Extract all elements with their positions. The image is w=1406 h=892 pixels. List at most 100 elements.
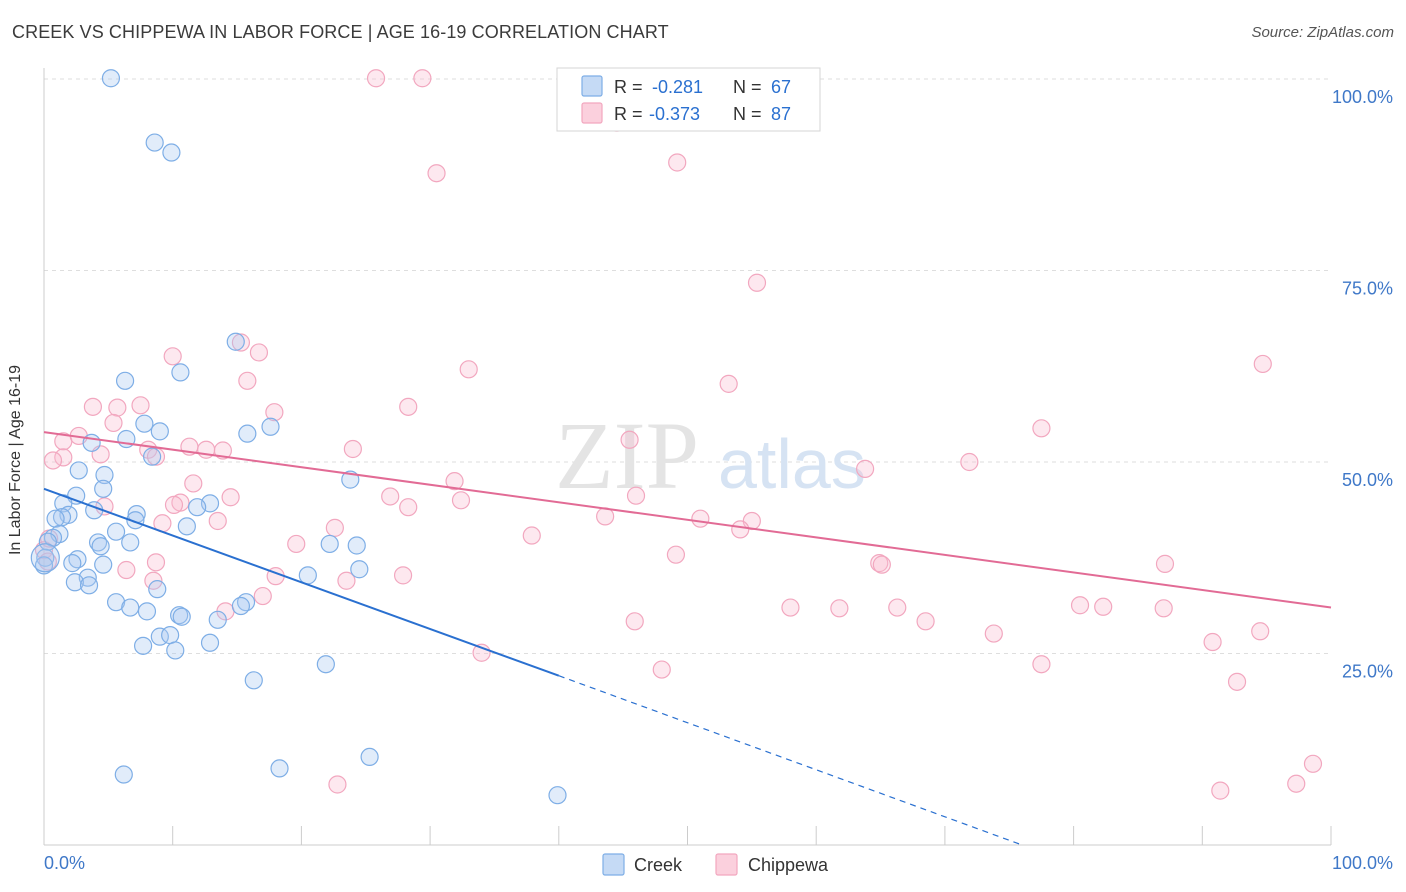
point-chippewa [691, 509, 710, 528]
legend-bottom-swatch-creek [602, 853, 625, 876]
watermark-zip: ZIP [555, 402, 699, 509]
point-chippewa [620, 430, 639, 449]
point-creek [188, 498, 207, 517]
y-tick-label: 100.0% [1332, 87, 1393, 107]
point-creek [231, 596, 251, 616]
legend-r-value-chippewa: -0.373 [649, 104, 700, 124]
point-chippewa [343, 439, 362, 459]
point-creek [114, 765, 133, 784]
point-creek [150, 422, 169, 441]
point-creek [171, 363, 190, 382]
point-creek [238, 424, 257, 443]
point-chippewa [872, 555, 891, 574]
point-creek [244, 671, 263, 690]
point-creek [360, 747, 379, 767]
point-chippewa [54, 448, 73, 467]
point-chippewa [1032, 419, 1051, 438]
point-chippewa [413, 69, 432, 88]
trend-lines [43, 431, 1332, 846]
series-creek-points [30, 69, 567, 805]
point-creek [316, 655, 335, 674]
chart-title: CREEK VS CHIPPEWA IN LABOR FORCE | AGE 1… [12, 22, 669, 42]
point-chippewa [238, 371, 257, 390]
point-creek [94, 479, 113, 498]
point-chippewa [626, 486, 646, 505]
y-tick-label: 50.0% [1342, 470, 1393, 490]
y-tick-labels: 25.0% 50.0% 75.0% 100.0% [1332, 87, 1393, 682]
point-creek [133, 636, 153, 655]
point-chippewa [427, 164, 446, 183]
point-creek [95, 465, 114, 485]
point-chippewa [747, 273, 767, 292]
point-creek [226, 332, 245, 351]
point-chippewa [960, 452, 979, 472]
point-chippewa [95, 497, 114, 516]
point-creek [30, 543, 60, 573]
point-chippewa [445, 472, 464, 491]
legend-r-label-creek: R = [614, 77, 643, 97]
point-creek [121, 533, 140, 552]
point-chippewa [1070, 596, 1090, 615]
point-chippewa [1154, 599, 1173, 618]
point-creek [115, 371, 135, 390]
point-chippewa [265, 403, 284, 422]
point-creek [34, 556, 54, 575]
point-chippewa [117, 560, 136, 580]
point-creek [94, 555, 113, 574]
point-creek [161, 626, 180, 645]
point-chippewa [459, 360, 478, 379]
point-creek [548, 786, 567, 805]
point-chippewa [43, 451, 63, 470]
point-chippewa [856, 459, 875, 478]
source-label: Source: ZipAtlas.com [1251, 24, 1394, 41]
point-chippewa [1155, 554, 1175, 573]
legend-bottom-label-creek: Creek [634, 855, 683, 875]
point-creek [106, 593, 126, 612]
point-creek [143, 447, 162, 466]
point-chippewa [34, 540, 54, 560]
point-chippewa [522, 526, 541, 545]
point-chippewa [668, 153, 687, 172]
legend-n-value-chippewa: 87 [771, 104, 791, 124]
point-creek [261, 417, 280, 436]
point-creek [65, 573, 84, 592]
point-chippewa [83, 397, 103, 416]
x-tick-labels: 0.0% 100.0% [44, 853, 1393, 873]
point-chippewa [249, 343, 269, 362]
point-chippewa [1203, 632, 1222, 652]
point-chippewa [596, 507, 615, 526]
series-chippewa-points [34, 69, 1323, 800]
legend-bottom-label-chippewa: Chippewa [748, 855, 829, 875]
point-creek [177, 517, 196, 536]
point-chippewa [652, 660, 671, 679]
axes [43, 68, 1332, 846]
trend-line-creek [43, 487, 560, 677]
point-creek [148, 580, 167, 599]
point-chippewa [399, 498, 418, 517]
legend-bottom-swatch-chippewa [715, 853, 738, 876]
trend-line-chippewa [43, 431, 1332, 609]
y-tick-label: 75.0% [1342, 279, 1393, 299]
point-chippewa [108, 398, 127, 417]
point-creek [79, 576, 99, 595]
point-chippewa [719, 374, 738, 393]
point-chippewa [146, 553, 166, 572]
point-creek [320, 534, 339, 554]
point-chippewa [337, 571, 356, 590]
point-chippewa [1253, 354, 1272, 374]
x-tick-label: 0.0% [44, 853, 85, 873]
point-chippewa [830, 599, 849, 618]
point-chippewa [1032, 655, 1051, 674]
point-creek [208, 610, 227, 629]
point-creek [91, 537, 110, 556]
point-chippewa [399, 397, 418, 416]
point-chippewa [393, 566, 413, 585]
point-chippewa [451, 491, 471, 510]
point-chippewa [1227, 672, 1247, 691]
point-chippewa [731, 520, 750, 539]
point-creek [36, 548, 55, 567]
point-creek [63, 554, 82, 573]
point-chippewa [164, 495, 184, 514]
point-creek [270, 759, 289, 778]
